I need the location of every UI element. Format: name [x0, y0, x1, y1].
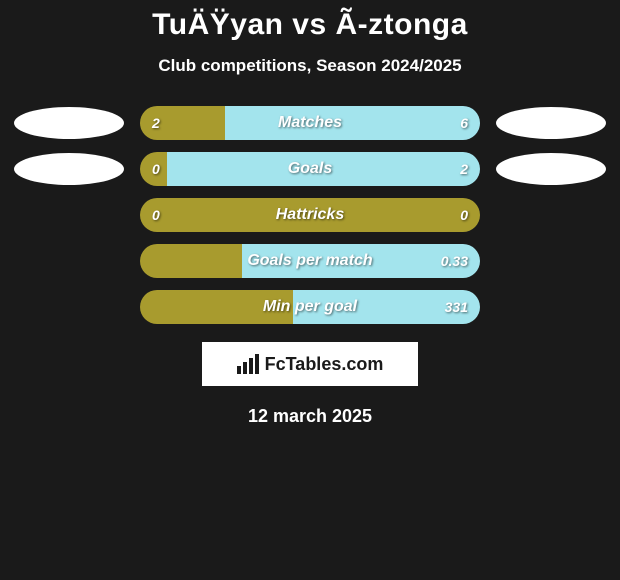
- player-right-marker: [496, 107, 606, 139]
- stat-bar-left: [140, 290, 293, 324]
- stat-bar-left: [140, 198, 480, 232]
- stat-bar-right: [167, 152, 480, 186]
- stat-row: Hattricks00: [0, 198, 620, 232]
- stat-row: Goals per match0.33: [0, 244, 620, 278]
- stat-bar-left: [140, 106, 225, 140]
- stat-row: Goals02: [0, 152, 620, 186]
- player-left-marker: [14, 107, 124, 139]
- player-right-marker: [496, 153, 606, 185]
- stat-bar-left: [140, 152, 167, 186]
- stat-bar: Goals02: [140, 152, 480, 186]
- branding-logo[interactable]: FcTables.com: [202, 342, 418, 386]
- comparison-container: TuÄŸyan vs Ã-ztonga Club competitions, S…: [0, 0, 620, 427]
- stat-row: Matches26: [0, 106, 620, 140]
- stat-bar: Matches26: [140, 106, 480, 140]
- branding-text: FcTables.com: [265, 354, 384, 375]
- stat-bar: Hattricks00: [140, 198, 480, 232]
- page-title: TuÄŸyan vs Ã-ztonga: [0, 8, 620, 42]
- stat-bar: Goals per match0.33: [140, 244, 480, 278]
- stat-bar-right: [293, 290, 480, 324]
- stat-row: Min per goal331: [0, 290, 620, 324]
- stat-bar-left: [140, 244, 242, 278]
- page-subtitle: Club competitions, Season 2024/2025: [0, 56, 620, 76]
- stat-rows: Matches26 Goals02 Hattricks00 Goals per mat…: [0, 106, 620, 324]
- bar-chart-icon: [237, 354, 259, 374]
- footer-date: 12 march 2025: [0, 406, 620, 427]
- stat-bar-right: [225, 106, 480, 140]
- stat-bar: Min per goal331: [140, 290, 480, 324]
- stat-bar-right: [242, 244, 480, 278]
- player-left-marker: [14, 153, 124, 185]
